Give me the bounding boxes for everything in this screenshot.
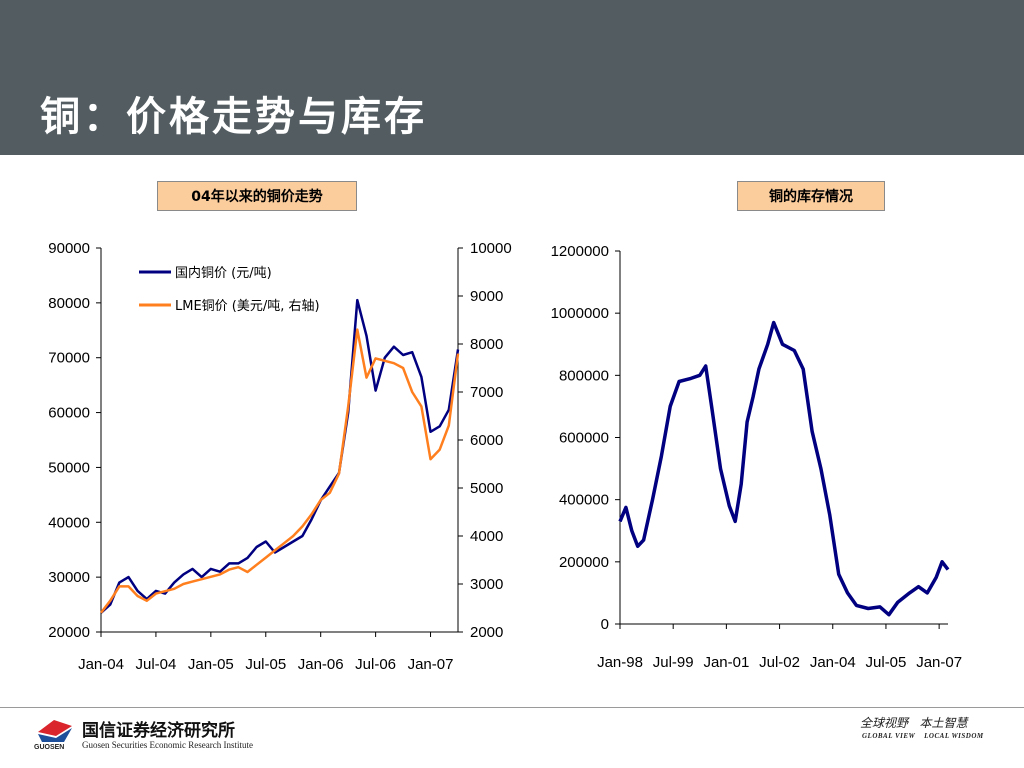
company-logo: GUOSEN 国信证券经济研究所 Guosen Securities Econo… <box>34 714 294 760</box>
price-x-tick-label: Jan-06 <box>298 656 344 673</box>
price-left-tick-label: 20000 <box>48 624 90 641</box>
price-x-tick-label: Jan-07 <box>408 656 454 673</box>
inventory-x-tick-label: Jan-04 <box>810 654 856 671</box>
slogan-english: GLOBAL VIEW LOCAL WISDOM <box>862 732 984 740</box>
left-chart-label: 04年以来的铜价走势 <box>157 181 357 211</box>
price-left-tick-label: 80000 <box>48 295 90 312</box>
inventory-chart: 0 200000 400000 600000 800000 1000000 1200000 J… <box>551 243 962 671</box>
price-left-tick-label: 50000 <box>48 459 90 476</box>
inventory-y-tick-label: 200000 <box>559 554 609 571</box>
price-legend: 国内铜价 (元/吨) LME铜价 (美元/吨, 右轴) <box>139 265 320 314</box>
price-left-tick-label: 90000 <box>48 240 90 257</box>
price-right-tick-label: 7000 <box>470 384 503 401</box>
page-title: 铜：价格走势与库存 <box>40 93 427 140</box>
inventory-y-tick-label: 1200000 <box>551 243 609 260</box>
footer-divider <box>0 707 1024 708</box>
price-x-tick-label: Jul-06 <box>355 656 396 673</box>
price-right-tick-label: 8000 <box>470 336 503 353</box>
header-bar <box>0 0 1024 155</box>
logo-abbreviation: GUOSEN <box>34 744 65 751</box>
legend-label-domestic: 国内铜价 (元/吨) <box>175 265 272 281</box>
price-right-tick-label: 5000 <box>470 480 503 497</box>
right-chart-label: 铜的库存情况 <box>737 181 885 211</box>
series-line-domestic <box>100 298 460 614</box>
inventory-y-tick-label: 400000 <box>559 492 609 509</box>
slogan-chinese: 全球视野 本土智慧 <box>860 716 968 730</box>
price-right-tick-label: 4000 <box>470 528 503 545</box>
series-line-lme <box>100 328 460 614</box>
price-left-tick-label: 60000 <box>48 405 90 422</box>
price-right-tick-label: 6000 <box>470 432 503 449</box>
price-right-tick-label: 3000 <box>470 576 503 593</box>
price-x-tick-label: Jan-04 <box>78 656 124 673</box>
legend-label-lme: LME铜价 (美元/吨, 右轴) <box>175 299 320 314</box>
price-left-tick-label: 70000 <box>48 350 90 367</box>
inventory-x-tick-label: Jul-02 <box>759 654 800 671</box>
company-name: 国信证券经济研究所 <box>82 721 235 741</box>
price-chart: 20000 30000 40000 50000 60000 70000 80000 90000… <box>48 240 511 673</box>
price-x-tick-label: Jul-05 <box>245 656 286 673</box>
inventory-y-tick-label: 1000000 <box>551 305 609 322</box>
inventory-y-tick-label: 600000 <box>559 430 609 447</box>
company-name-en: Guosen Securities Economic Research Inst… <box>82 740 253 750</box>
inventory-x-tick-label: Jul-05 <box>866 654 907 671</box>
price-left-tick-label: 40000 <box>48 514 90 531</box>
series-line-inventory <box>618 320 950 617</box>
price-right-tick-label: 2000 <box>470 624 503 641</box>
price-right-tick-label: 9000 <box>470 288 503 305</box>
inventory-x-tick-label: Jan-01 <box>703 654 749 671</box>
price-x-tick-label: Jan-05 <box>188 656 234 673</box>
inventory-y-tick-label: 800000 <box>559 367 609 384</box>
price-right-tick-label: 10000 <box>470 240 512 257</box>
inventory-x-tick-label: Jul-99 <box>653 654 694 671</box>
inventory-x-tick-label: Jan-07 <box>916 654 962 671</box>
inventory-y-tick-label: 0 <box>601 616 609 633</box>
guosen-logo-icon <box>38 720 72 742</box>
inventory-x-tick-label: Jan-98 <box>597 654 643 671</box>
price-left-tick-label: 30000 <box>48 569 90 586</box>
price-x-tick-label: Jul-04 <box>135 656 176 673</box>
